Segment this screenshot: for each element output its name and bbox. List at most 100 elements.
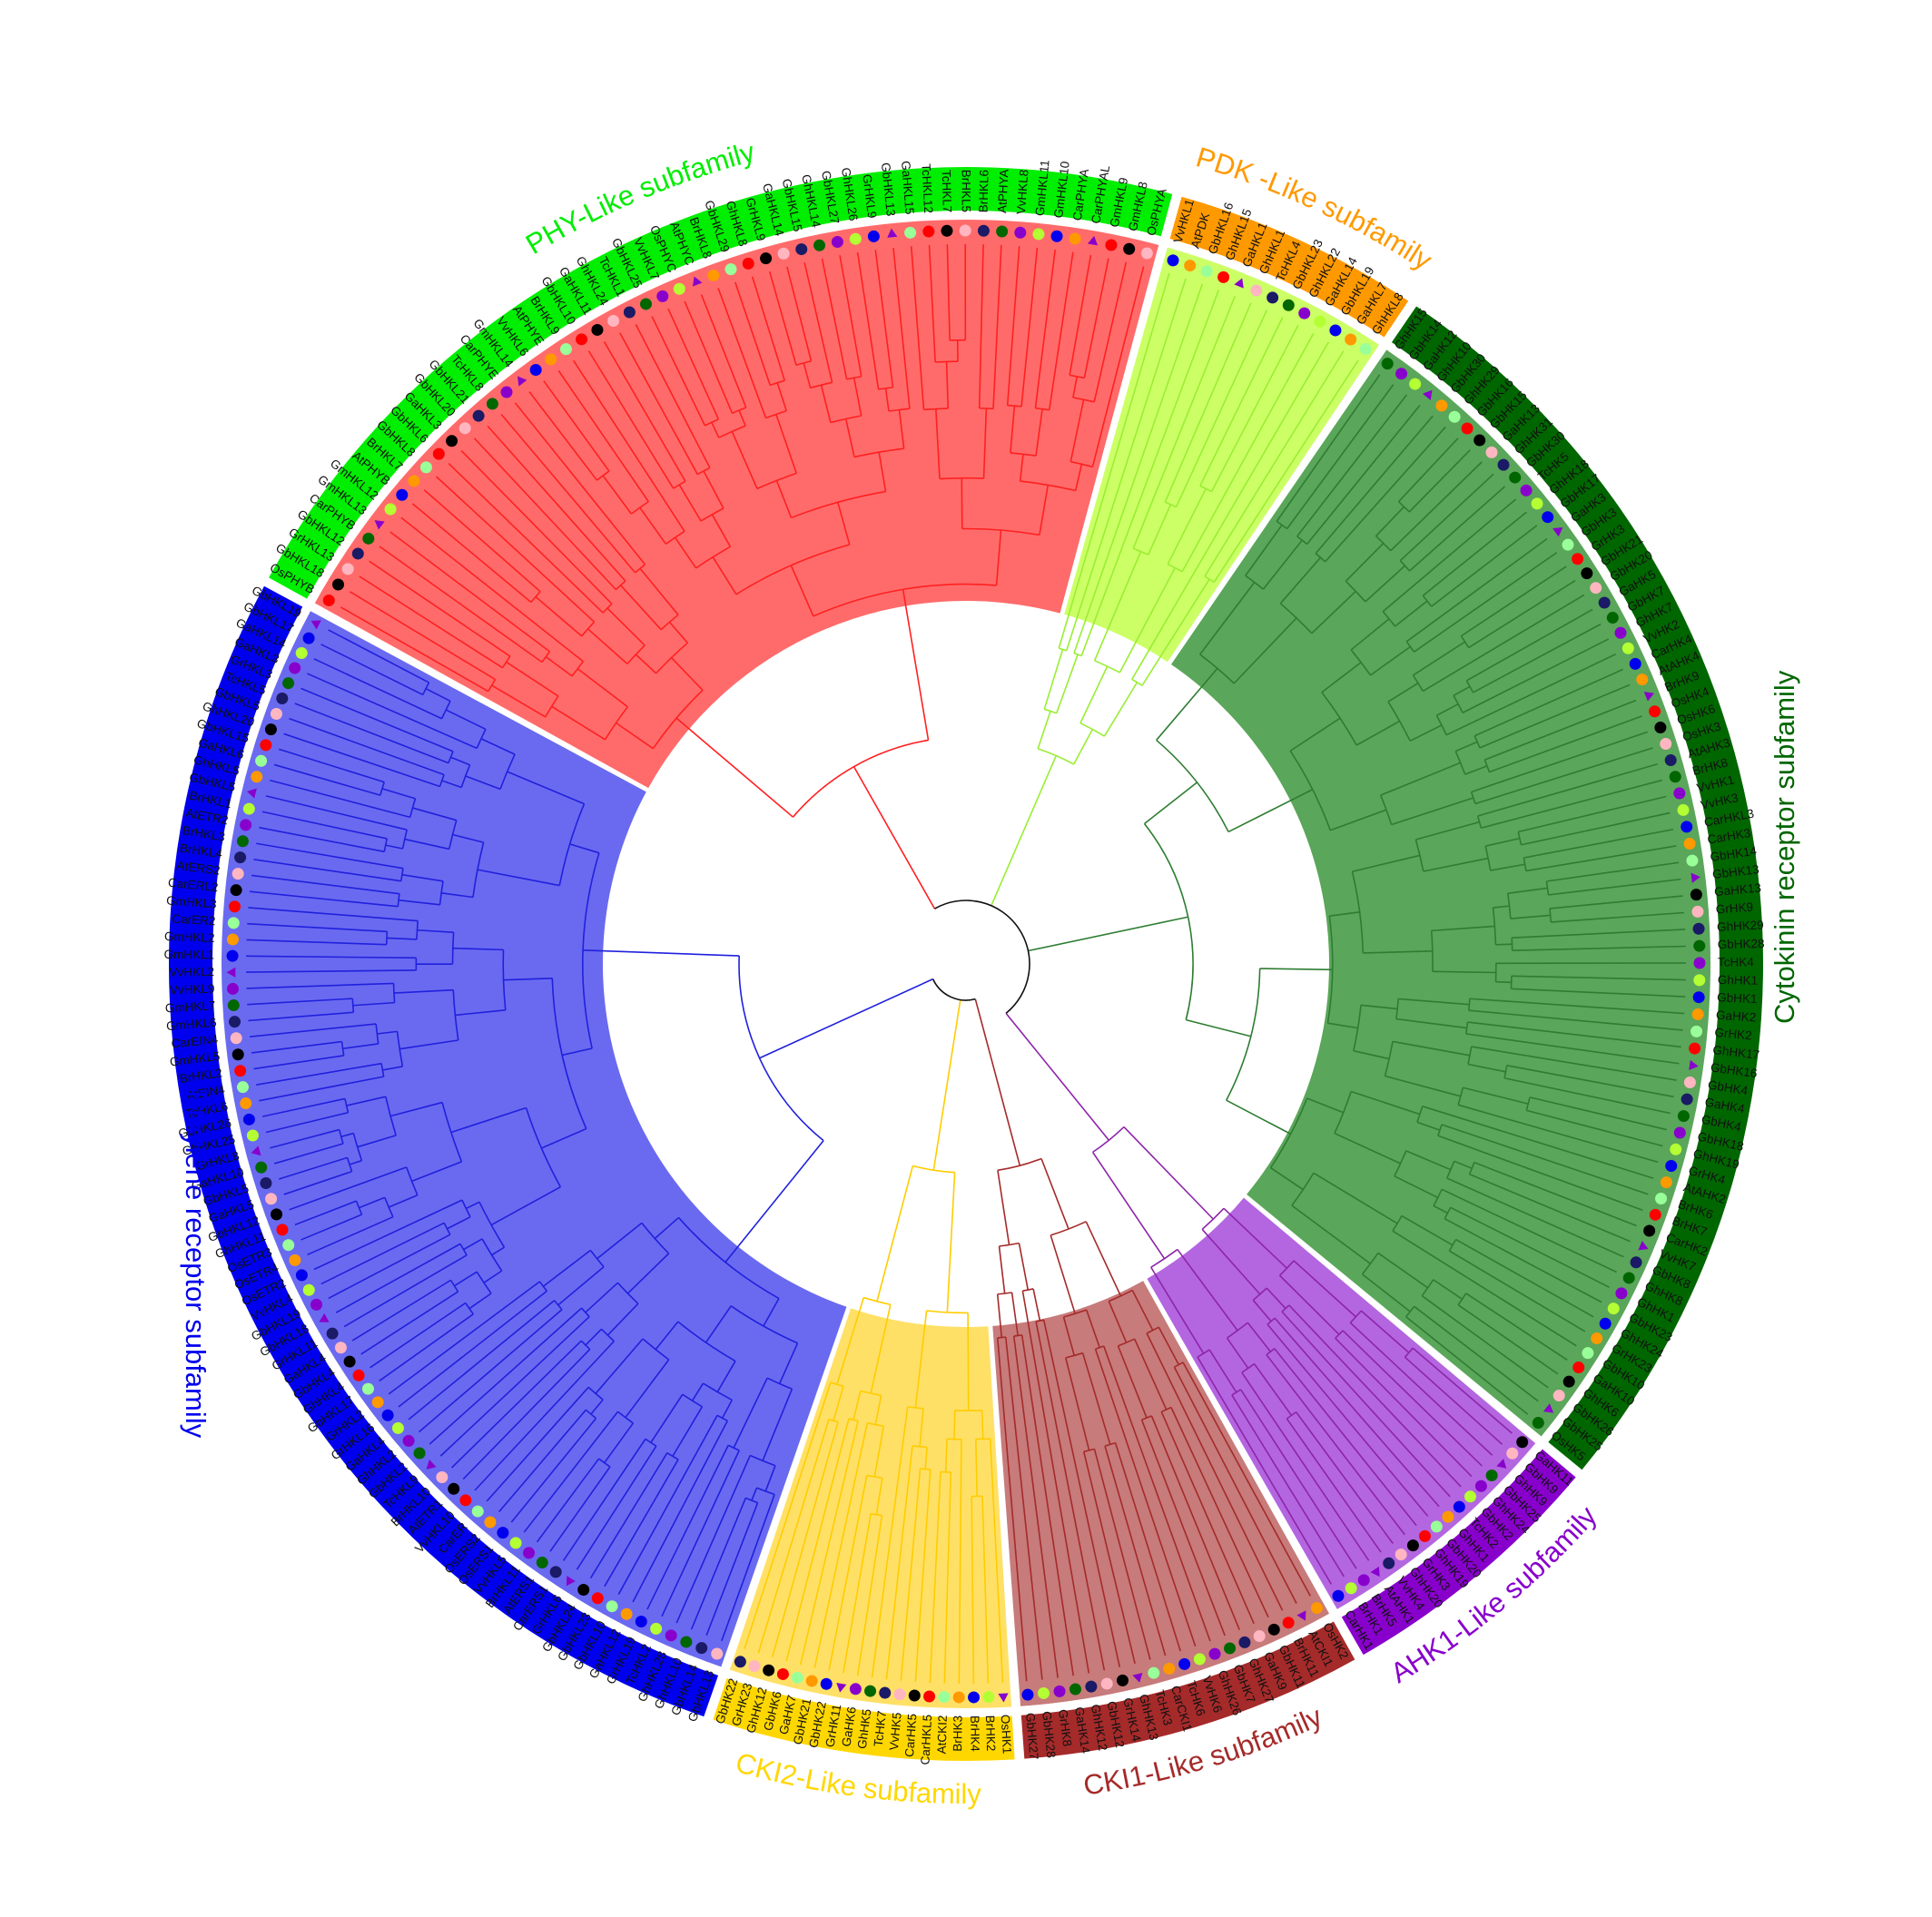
species-marker: [1532, 497, 1543, 509]
leaf-label: OsHK1: [999, 1714, 1014, 1754]
species-marker: [909, 1690, 921, 1702]
leaf-label: GmHKL7: [164, 998, 215, 1015]
species-marker: [996, 225, 1008, 237]
species-marker: [1661, 1176, 1672, 1188]
species-marker: [1607, 612, 1619, 624]
species-marker: [271, 708, 282, 720]
species-marker: [1346, 1582, 1357, 1594]
species-marker: [1665, 1160, 1677, 1172]
species-marker: [795, 243, 807, 255]
species-marker: [1622, 643, 1634, 654]
species-marker: [1693, 991, 1705, 1003]
species-marker: [1690, 889, 1702, 900]
species-marker: [382, 1410, 394, 1421]
species-marker: [1435, 399, 1447, 411]
species-marker: [251, 771, 262, 782]
species-marker: [621, 1608, 633, 1620]
branch-edge: [1000, 1246, 1005, 1293]
leaf-label: AtPHYA: [995, 169, 1010, 213]
species-marker: [260, 1177, 271, 1189]
species-marker: [1533, 1417, 1544, 1429]
leaf-label: CarHKL5: [918, 1715, 934, 1765]
species-marker: [1283, 1617, 1295, 1628]
species-marker: [1163, 1663, 1175, 1675]
species-marker: [234, 851, 246, 863]
sector-eth: [222, 611, 846, 1666]
species-marker: [362, 1383, 374, 1395]
species-marker: [227, 950, 239, 962]
leaf-label: VvHKL2: [169, 965, 214, 979]
species-marker: [282, 1239, 294, 1251]
species-marker: [1600, 1318, 1612, 1330]
species-marker: [1563, 1376, 1575, 1388]
species-marker: [459, 422, 471, 434]
species-marker: [724, 263, 736, 275]
species-marker: [1383, 1558, 1395, 1569]
species-marker: [1670, 771, 1681, 782]
species-marker: [1209, 1648, 1221, 1660]
species-marker: [1141, 247, 1153, 259]
species-marker: [247, 1130, 259, 1142]
species-marker: [1521, 485, 1533, 496]
species-marker: [1021, 1689, 1033, 1701]
species-marker: [1506, 1448, 1518, 1460]
leaf-label: CarER2: [172, 912, 216, 929]
species-marker: [868, 231, 880, 242]
species-marker: [1599, 597, 1611, 609]
species-marker: [1283, 300, 1295, 311]
species-marker: [229, 1016, 241, 1027]
species-marker: [408, 475, 419, 487]
species-marker: [530, 364, 542, 376]
leaf-label: GhHK29: [1717, 918, 1764, 933]
branch-edge: [1080, 666, 1108, 723]
species-marker: [271, 1208, 282, 1220]
species-marker: [1070, 232, 1081, 244]
species-marker: [234, 1065, 246, 1076]
species-marker: [1643, 1224, 1655, 1236]
species-marker: [1032, 228, 1044, 240]
species-marker: [1267, 291, 1278, 303]
species-marker: [403, 1435, 415, 1447]
species-marker: [414, 1448, 426, 1460]
species-marker: [968, 1691, 980, 1703]
species-marker: [777, 1668, 789, 1680]
branch-edge: [975, 999, 1020, 1166]
branch-edge: [1157, 668, 1217, 740]
species-marker: [1562, 539, 1574, 551]
species-marker: [1684, 838, 1696, 850]
species-marker: [1238, 1637, 1250, 1648]
species-marker: [550, 1566, 562, 1578]
species-marker: [1681, 821, 1692, 832]
species-marker: [1254, 1630, 1266, 1642]
species-marker: [607, 315, 619, 327]
species-marker: [953, 1691, 965, 1703]
species-marker: [792, 1672, 803, 1684]
species-marker: [640, 298, 652, 310]
species-marker: [1660, 738, 1671, 750]
branch-edge: [947, 1173, 954, 1312]
species-marker: [420, 461, 432, 473]
species-marker: [1486, 1470, 1498, 1481]
species-marker: [1201, 265, 1213, 277]
species-marker: [1449, 411, 1461, 423]
species-marker: [1085, 1681, 1097, 1693]
species-marker: [1690, 1026, 1702, 1037]
species-marker: [1684, 1076, 1696, 1088]
species-marker: [748, 1660, 760, 1672]
species-marker: [1345, 333, 1356, 345]
species-marker: [232, 868, 244, 880]
species-marker: [711, 1648, 723, 1660]
species-marker: [1051, 231, 1063, 242]
branch-edge: [991, 756, 1056, 906]
species-marker: [1358, 1574, 1370, 1586]
species-marker: [240, 819, 251, 831]
species-marker: [1678, 804, 1690, 816]
branch-edge: [1019, 1244, 1028, 1290]
species-marker: [545, 353, 557, 365]
species-marker: [362, 533, 374, 545]
branch-edge: [1124, 1127, 1213, 1220]
species-marker: [1674, 1126, 1686, 1138]
species-marker: [1314, 316, 1326, 328]
species-marker: [1615, 1287, 1627, 1299]
branch-edge: [954, 1411, 955, 1440]
